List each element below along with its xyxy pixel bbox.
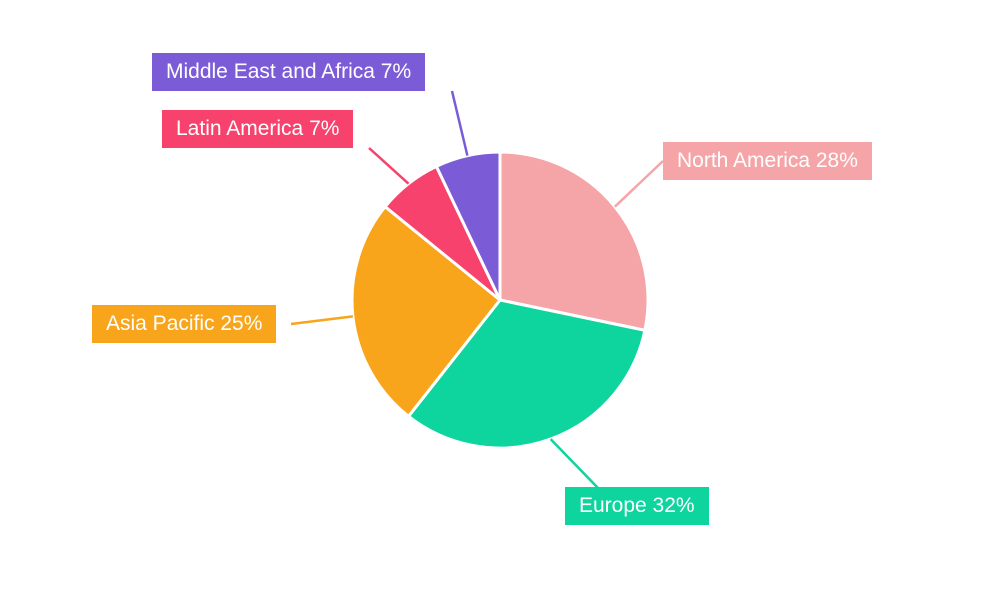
leader-line-middle-east-and-africa [450, 90, 469, 156]
leader-line-latin-america [368, 147, 410, 185]
leader-line-asia-pacific [290, 315, 354, 326]
leader-line-europe [549, 438, 599, 489]
leader-line-north-america [614, 160, 664, 208]
callout-europe: Europe 32% [565, 487, 709, 525]
callout-latin-america: Latin America 7% [162, 110, 354, 148]
pie-slice-north-america [498, 150, 650, 332]
callout-asia-pacific: Asia Pacific 25% [92, 305, 277, 343]
callout-north-america: North America 28% [663, 142, 872, 180]
pie-slice-middle-east-and-africa [434, 150, 502, 302]
callout-middle-east-and-africa: Middle East and Africa 7% [152, 53, 426, 91]
